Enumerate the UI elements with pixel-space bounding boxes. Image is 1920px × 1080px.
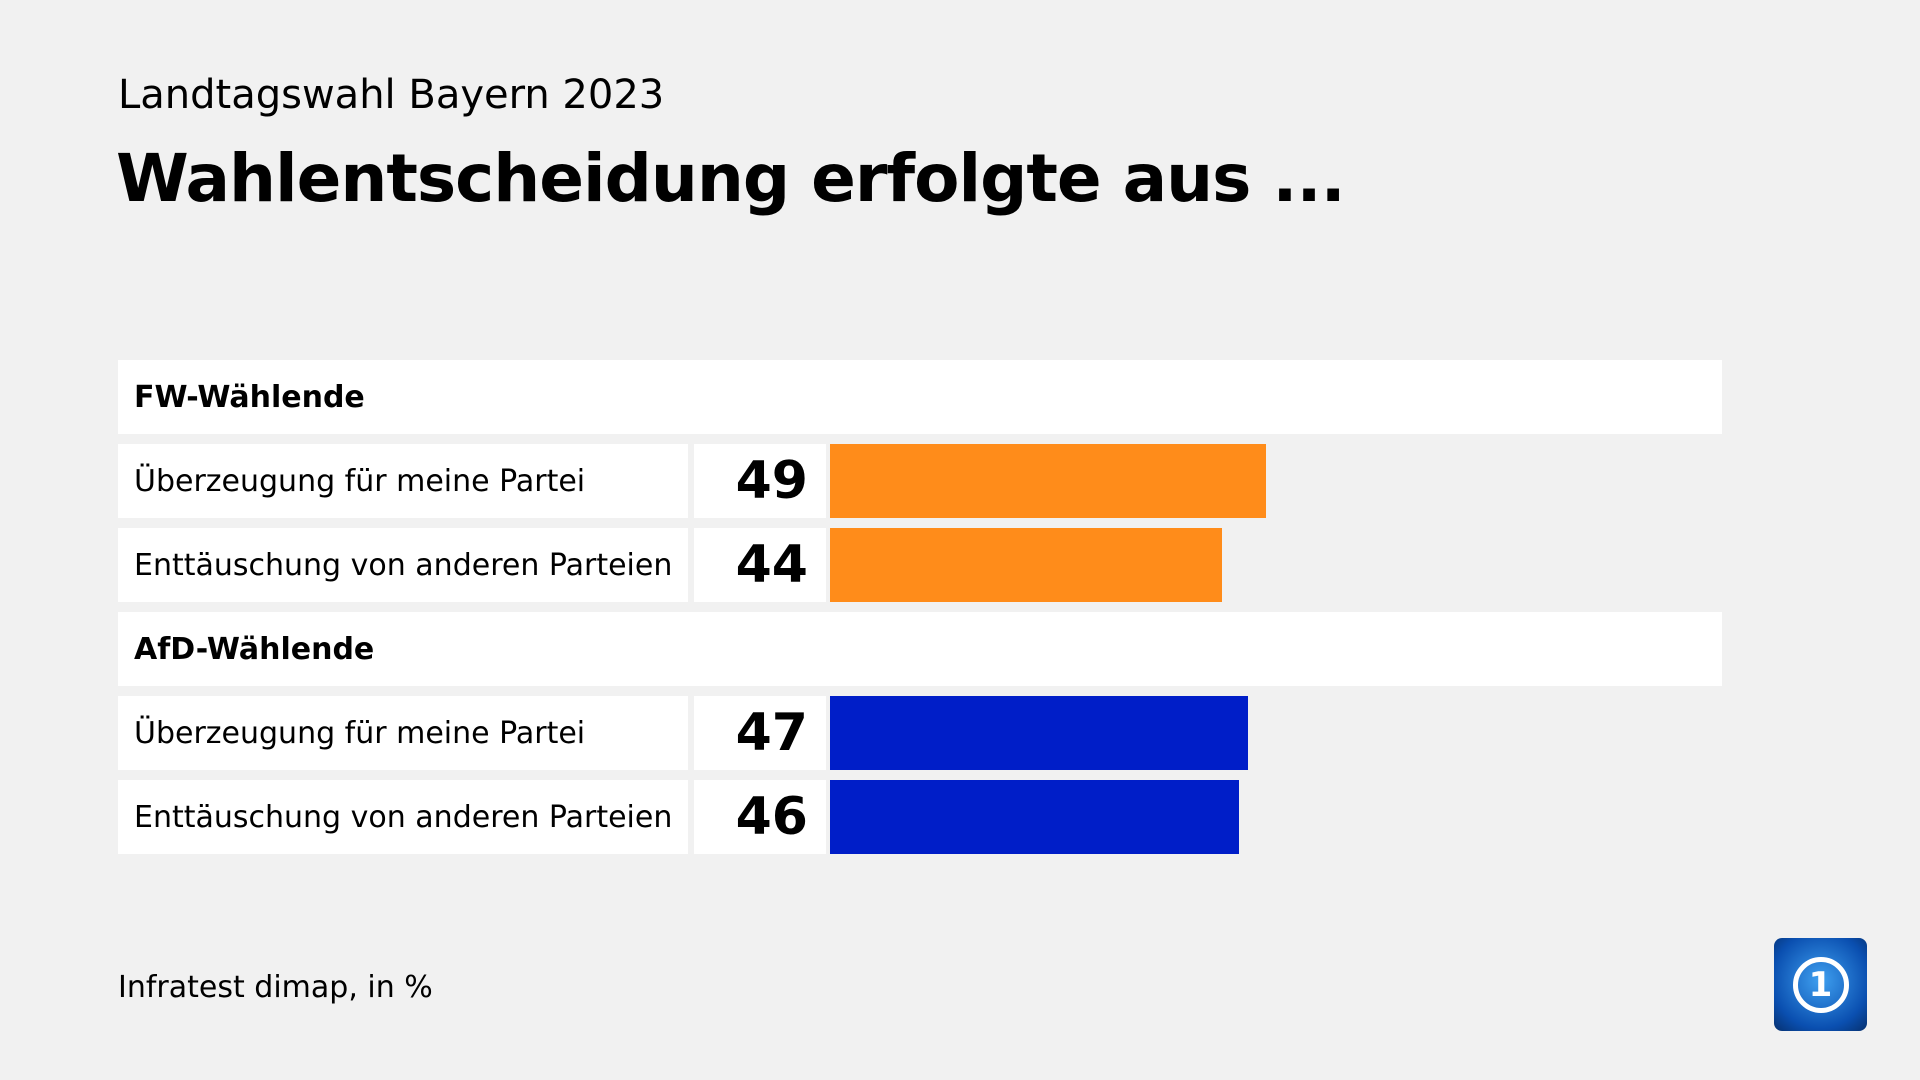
logo-one-icon: 1 — [1792, 956, 1849, 1013]
category-label: Überzeugung für meine Partei — [118, 696, 688, 770]
bar-track — [830, 780, 1722, 854]
data-label: 47 — [694, 696, 826, 770]
bar — [830, 780, 1240, 854]
tagesschau-logo: 1 — [1774, 938, 1867, 1031]
category-label: Enttäuschung von anderen Parteien — [118, 780, 688, 854]
bar — [830, 696, 1249, 770]
bar-chart: FW-Wählende Überzeugung für meine Partei 4… — [118, 360, 1722, 864]
group-header: FW-Wählende — [118, 360, 1722, 434]
bar-row: Enttäuschung von anderen Parteien 44 — [118, 528, 1722, 602]
bar-track — [830, 528, 1722, 602]
chart-subtitle: Landtagswahl Bayern 2023 — [118, 72, 665, 118]
source-note: Infratest dimap, in % — [118, 970, 433, 1005]
data-label: 46 — [694, 780, 826, 854]
category-label: Überzeugung für meine Partei — [118, 444, 688, 518]
data-label: 49 — [694, 444, 826, 518]
bar-row: Überzeugung für meine Partei 47 — [118, 696, 1722, 770]
group-header: AfD-Wählende — [118, 612, 1722, 686]
bar-row: Enttäuschung von anderen Parteien 46 — [118, 780, 1722, 854]
bar-row: Überzeugung für meine Partei 49 — [118, 444, 1722, 518]
chart-title: Wahlentscheidung erfolgte aus ... — [116, 140, 1346, 217]
bar — [830, 528, 1222, 602]
bar-track — [830, 444, 1722, 518]
bar-track — [830, 696, 1722, 770]
data-label: 44 — [694, 528, 826, 602]
category-label: Enttäuschung von anderen Parteien — [118, 528, 688, 602]
bar — [830, 444, 1267, 518]
